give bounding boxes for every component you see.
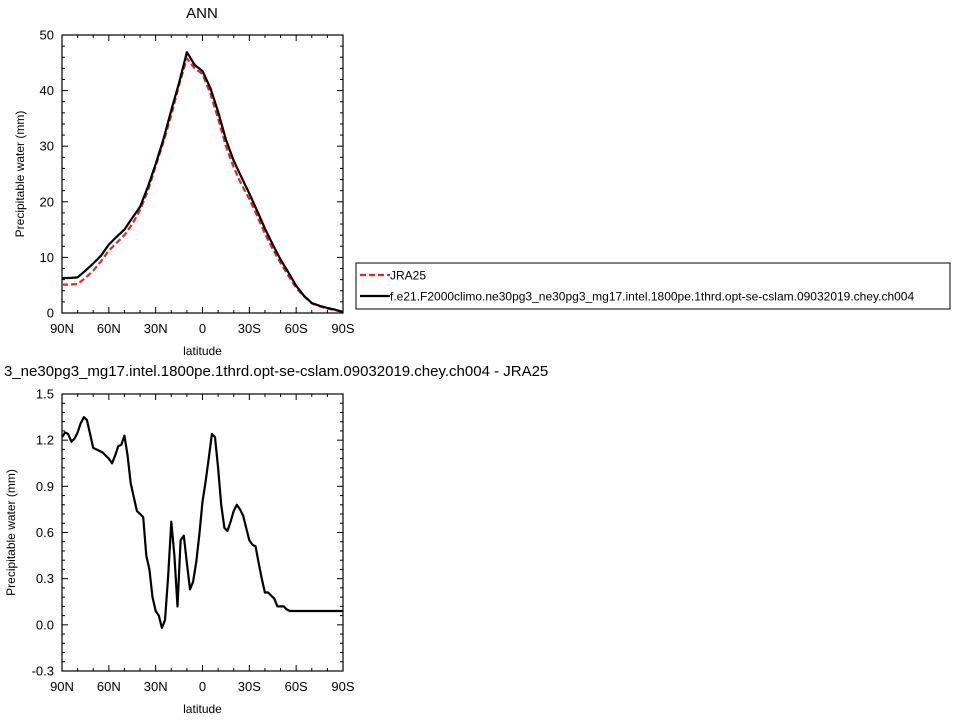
chart1-x-axis-label: latitude bbox=[183, 344, 222, 358]
chart1-y-tick-label: 40 bbox=[40, 83, 54, 98]
chart1-x-tick-label: 60S bbox=[285, 321, 308, 336]
chart2-y-tick-label: 1.2 bbox=[36, 433, 54, 448]
chart1-y-tick-label: 30 bbox=[40, 139, 54, 154]
chart2-x-tick-label: 60N bbox=[97, 679, 121, 694]
legend-label-1: JRA25 bbox=[390, 269, 426, 283]
chart2-x-tick-label: 60S bbox=[285, 679, 308, 694]
chart1-x-tick-label: 90S bbox=[331, 321, 354, 336]
chart2-x-tick-label: 90S bbox=[331, 679, 354, 694]
chart2-y-tick-label: 0.3 bbox=[36, 571, 54, 586]
chart2-x-tick-label: 0 bbox=[199, 679, 206, 694]
chart1-y-tick-label: 0 bbox=[47, 306, 54, 321]
chart2-y-axis-label: Precipitable water (mm) bbox=[4, 469, 18, 596]
chart1-plot-frame bbox=[61, 34, 344, 314]
chart1-x-tick-label: 60N bbox=[97, 321, 121, 336]
chart2-y-tick-label: -0.3 bbox=[32, 664, 54, 679]
chart1-series-1-line bbox=[62, 57, 344, 313]
chart2-y-tick-label: 0.0 bbox=[36, 617, 54, 632]
chart2-y-tick-label: 0.6 bbox=[36, 525, 54, 540]
chart2-y-tick-label: 1.5 bbox=[36, 387, 54, 402]
chart2-title: 3_ne30pg3_mg17.intel.1800pe.1thrd.opt-se… bbox=[4, 363, 548, 380]
chart1-x-tick-label: 90N bbox=[50, 321, 74, 336]
chart1-series-2-line bbox=[62, 51, 344, 313]
chart1-y-tick-label: 50 bbox=[40, 28, 54, 43]
chart1-title: ANN bbox=[186, 5, 218, 22]
chart1-x-tick-label: 30N bbox=[144, 321, 168, 336]
chart2-x-tick-label: 30N bbox=[144, 679, 168, 694]
chart1-x-tick-label: 30S bbox=[238, 321, 261, 336]
chart2-plot-frame bbox=[61, 393, 344, 672]
chart2-x-axis-label: latitude bbox=[183, 702, 222, 716]
chart2-series-1-line bbox=[61, 416, 343, 630]
chart2-y-tick-label: 0.9 bbox=[36, 479, 54, 494]
chart1-y-tick-label: 10 bbox=[40, 250, 54, 265]
chart1-x-tick-label: 0 bbox=[199, 321, 206, 336]
chart1-y-axis-label: Precipitable water (mm) bbox=[13, 111, 27, 238]
chart2-x-tick-label: 90N bbox=[50, 679, 74, 694]
chart2-x-tick-label: 30S bbox=[238, 679, 261, 694]
legend-box bbox=[355, 262, 951, 310]
legend-label-2: f.e21.F2000climo.ne30pg3_ne30pg3_mg17.in… bbox=[390, 290, 914, 304]
chart1-y-tick-label: 20 bbox=[40, 194, 54, 209]
